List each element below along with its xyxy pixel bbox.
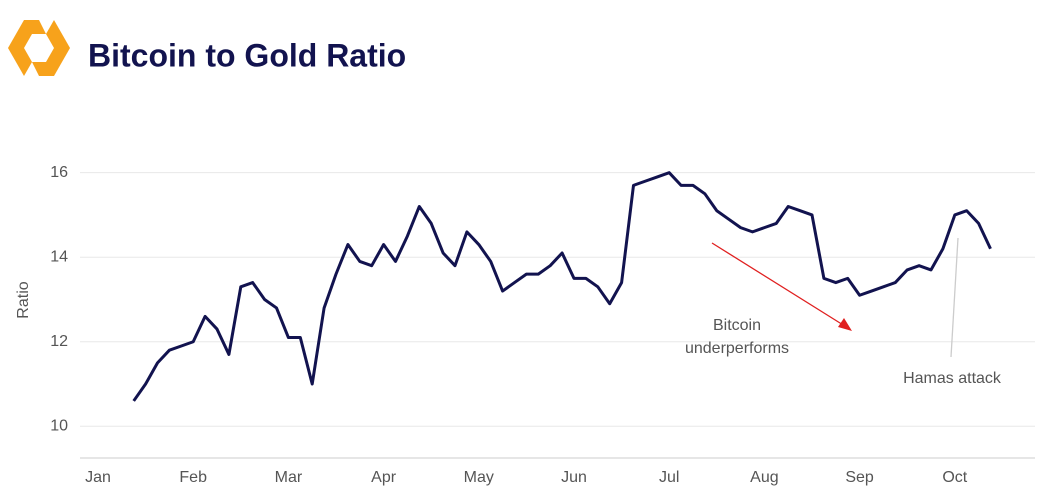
data-line [132,171,992,402]
arrow-head [838,318,852,331]
chart-title: Bitcoin to Gold Ratio [88,37,406,73]
x-tick-label: Aug [750,469,778,486]
annotation-text: Bitcoin [713,317,761,334]
annotation-arrow [711,242,849,329]
x-tick-label: Mar [275,469,303,486]
logo [8,20,70,76]
x-tick-label: Jan [85,469,111,486]
x-tick-label: Jun [561,469,587,486]
annotation-text: underperforms [685,340,789,357]
y-axis-label: Ratio [15,281,32,318]
x-tick-label: May [464,469,494,486]
x-tick-label: Oct [942,469,967,486]
y-tick-label: 14 [50,248,68,265]
y-tick-label: 16 [50,164,68,181]
y-tick-label: 10 [50,418,68,435]
x-tick-label: Sep [845,469,874,486]
x-tick-label: Apr [371,469,397,486]
x-tick-label: Jul [659,469,679,486]
x-tick-label: Feb [179,469,207,486]
y-tick-label: 12 [50,333,68,350]
annotation-line [950,237,959,358]
annotation-text: Hamas attack [903,370,1002,387]
